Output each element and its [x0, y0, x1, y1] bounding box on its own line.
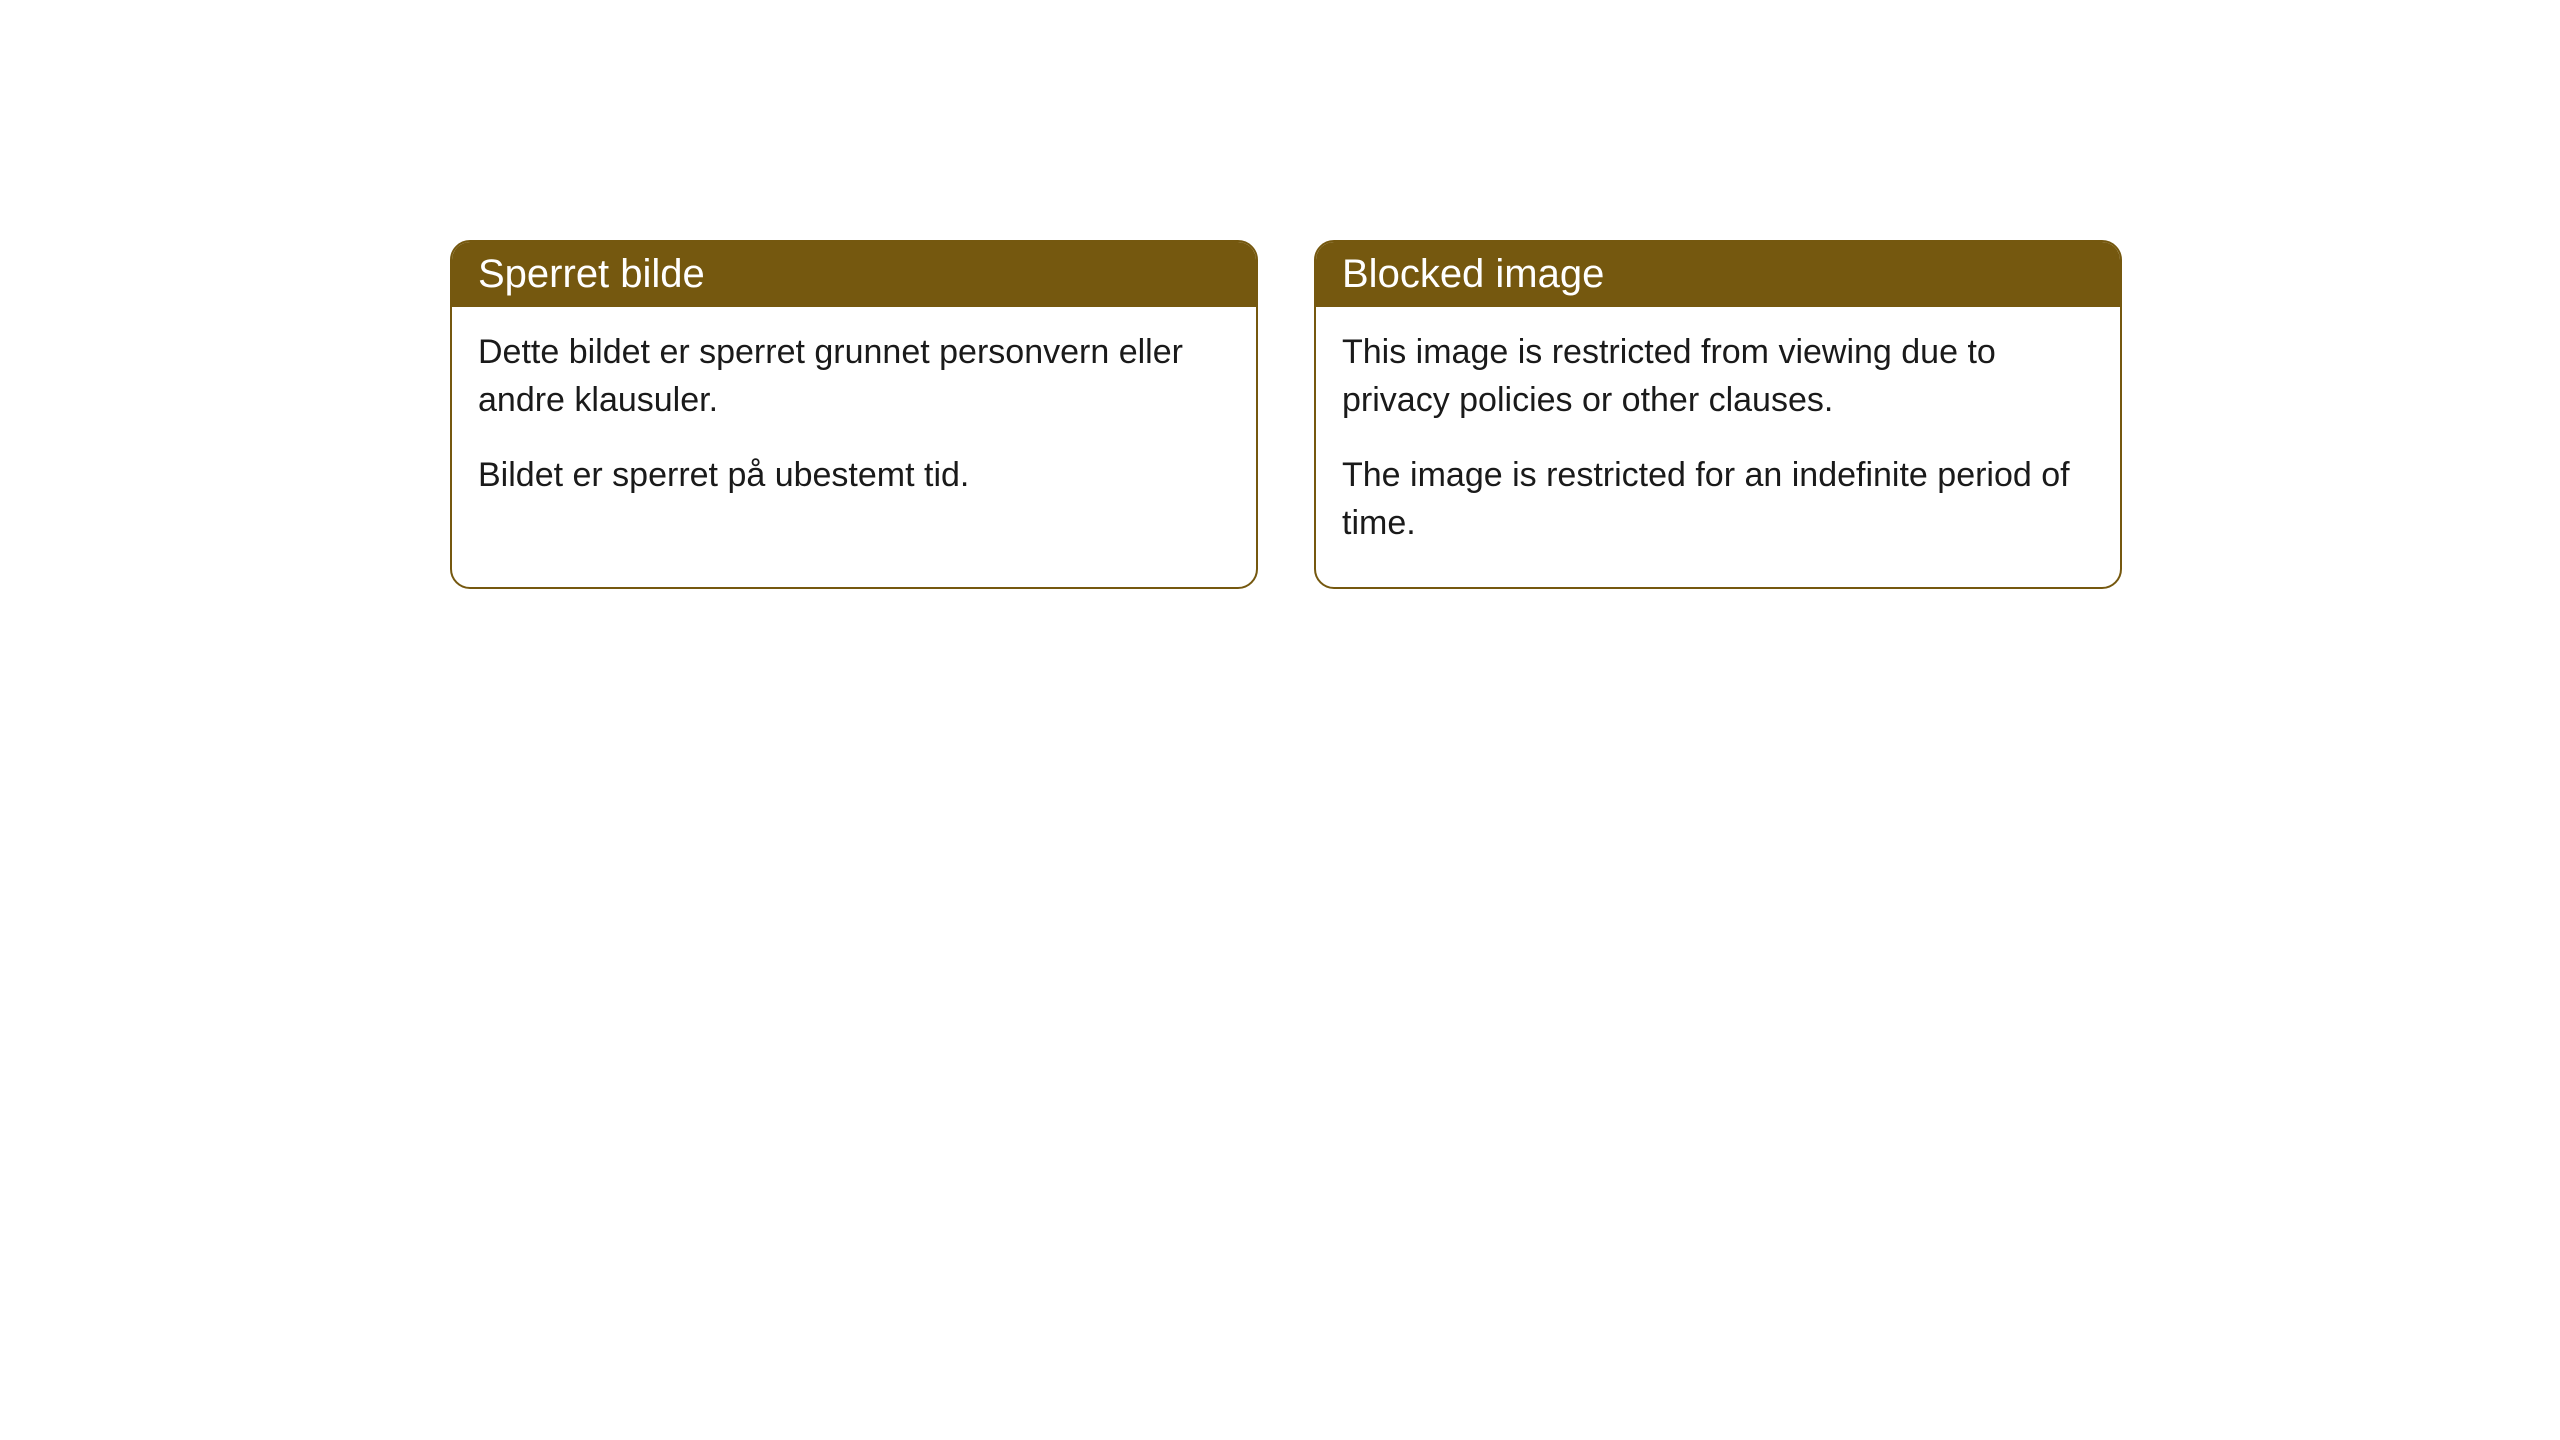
blocked-image-card-no: Sperret bilde Dette bildet er sperret gr…	[450, 240, 1258, 589]
card-paragraph-2-no: Bildet er sperret på ubestemt tid.	[478, 452, 1230, 500]
card-header-en: Blocked image	[1316, 242, 2120, 307]
blocked-image-card-en: Blocked image This image is restricted f…	[1314, 240, 2122, 589]
card-header-no: Sperret bilde	[452, 242, 1256, 307]
card-paragraph-2-en: The image is restricted for an indefinit…	[1342, 452, 2094, 547]
card-paragraph-1-no: Dette bildet er sperret grunnet personve…	[478, 329, 1230, 424]
card-paragraph-1-en: This image is restricted from viewing du…	[1342, 329, 2094, 424]
card-body-en: This image is restricted from viewing du…	[1316, 307, 2120, 587]
notice-cards-container: Sperret bilde Dette bildet er sperret gr…	[0, 0, 2560, 589]
card-body-no: Dette bildet er sperret grunnet personve…	[452, 307, 1256, 540]
